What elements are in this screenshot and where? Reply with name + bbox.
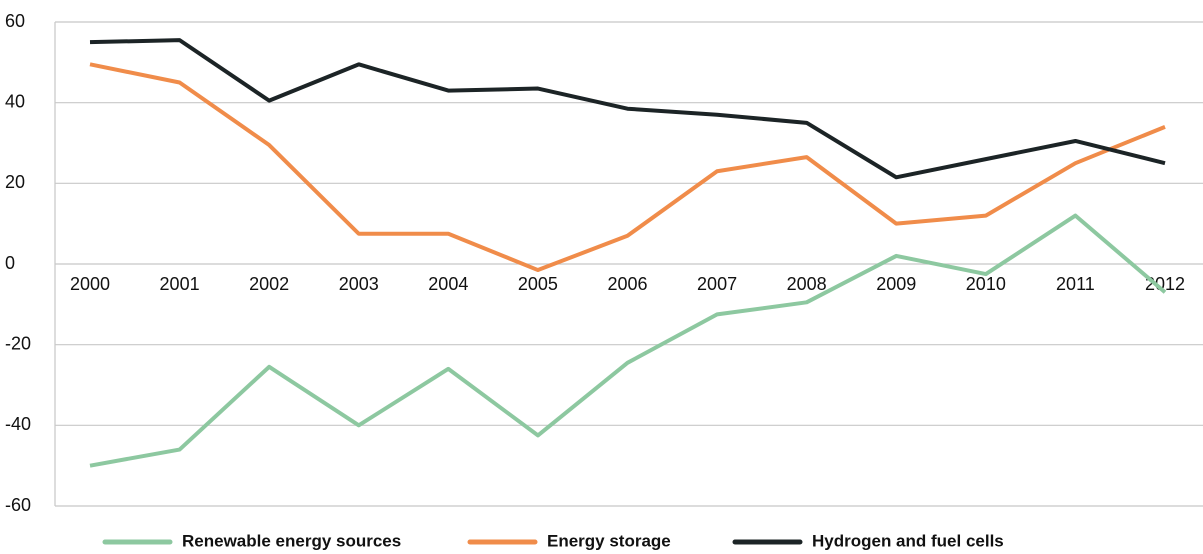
x-tick-label: 2000: [70, 274, 110, 294]
x-tick-label: 2009: [876, 274, 916, 294]
x-tick-label: 2008: [787, 274, 827, 294]
x-tick-label: 2011: [1056, 274, 1095, 294]
x-tick-label: 2001: [160, 274, 200, 294]
x-tick-label: 2004: [428, 274, 468, 294]
legend-label: Energy storage: [547, 531, 671, 550]
legend-label: Hydrogen and fuel cells: [812, 531, 1004, 550]
y-tick-label: -20: [5, 333, 31, 353]
x-tick-label: 2005: [518, 274, 558, 294]
y-tick-label: 40: [5, 91, 25, 111]
legend-label: Renewable energy sources: [182, 531, 401, 550]
y-tick-label: 20: [5, 172, 25, 192]
y-tick-label: 0: [5, 253, 15, 273]
x-tick-label: 2006: [607, 274, 647, 294]
x-tick-label: 2002: [249, 274, 289, 294]
line-series: [89, 38, 1166, 180]
y-tick-label: -60: [5, 495, 31, 515]
y-tick-label: 60: [5, 11, 25, 31]
line-series: [89, 62, 1166, 273]
x-tick-label: 2007: [697, 274, 737, 294]
x-tick-label: 2012: [1145, 274, 1185, 294]
x-tick-label: 2003: [339, 274, 379, 294]
x-tick-label: 2010: [966, 274, 1006, 294]
y-tick-label: -40: [5, 414, 31, 434]
line-series: [89, 213, 1167, 468]
